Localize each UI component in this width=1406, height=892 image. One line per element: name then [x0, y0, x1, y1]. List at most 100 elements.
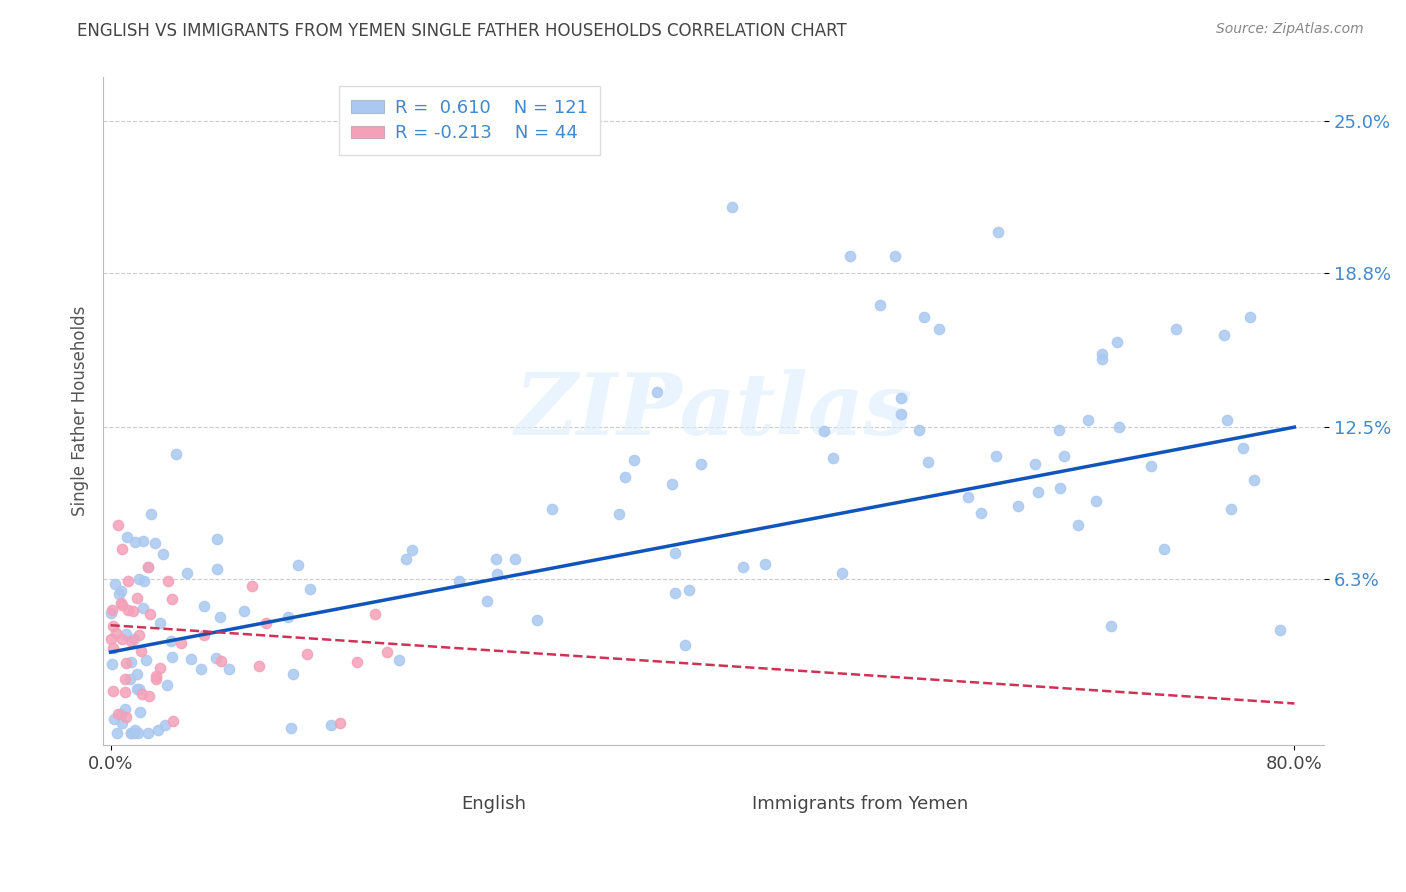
Point — [127, 667, 149, 681]
Point — [1268, 623, 1291, 637]
Point — [104, 626, 127, 640]
Point — [1232, 441, 1254, 455]
Point — [449, 574, 471, 589]
Point — [117, 530, 139, 544]
Point — [110, 583, 132, 598]
Point — [914, 310, 936, 324]
Point — [247, 659, 270, 673]
Point — [165, 447, 187, 461]
Point — [1213, 328, 1236, 343]
Point — [205, 562, 228, 576]
Point — [1049, 481, 1071, 495]
Point — [120, 655, 142, 669]
Point — [678, 583, 700, 598]
Text: Immigrants from Yemen: Immigrants from Yemen — [752, 795, 969, 814]
Point — [869, 298, 891, 312]
Point — [1047, 423, 1070, 437]
Point — [146, 723, 169, 737]
Point — [100, 657, 122, 672]
Text: ENGLISH VS IMMIGRANTS FROM YEMEN SINGLE FATHER HOUSEHOLDS CORRELATION CHART: ENGLISH VS IMMIGRANTS FROM YEMEN SINGLE … — [77, 22, 846, 40]
Point — [754, 558, 776, 572]
Point — [110, 597, 132, 611]
Point — [100, 606, 122, 620]
Point — [111, 632, 134, 647]
Point — [132, 574, 155, 588]
Point — [928, 322, 950, 336]
Point — [127, 591, 149, 606]
Point — [120, 726, 142, 740]
Point — [190, 662, 212, 676]
Point — [138, 689, 160, 703]
Point — [139, 607, 162, 622]
Point — [664, 586, 686, 600]
Point — [124, 534, 146, 549]
Point — [204, 651, 226, 665]
Point — [176, 566, 198, 580]
Point — [969, 506, 991, 520]
Point — [986, 449, 1008, 463]
Point — [1067, 518, 1090, 533]
Point — [159, 633, 181, 648]
Point — [120, 726, 142, 740]
Point — [124, 632, 146, 646]
Point — [103, 619, 125, 633]
Point — [831, 566, 853, 581]
Point — [103, 712, 125, 726]
Point — [155, 717, 177, 731]
Point — [321, 718, 343, 732]
Point — [1077, 413, 1099, 427]
Point — [1091, 351, 1114, 366]
Text: Source: ZipAtlas.com: Source: ZipAtlas.com — [1216, 22, 1364, 37]
Point — [287, 558, 309, 573]
Point — [1164, 322, 1187, 336]
Point — [157, 574, 180, 588]
Point — [1085, 493, 1108, 508]
Text: English: English — [461, 795, 526, 814]
Point — [1108, 419, 1130, 434]
Point — [149, 615, 172, 630]
Point — [128, 628, 150, 642]
Point — [136, 560, 159, 574]
Point — [607, 507, 630, 521]
Point — [1024, 457, 1046, 471]
Point — [1101, 619, 1123, 633]
Point — [117, 574, 139, 589]
Point — [162, 714, 184, 728]
Point — [156, 678, 179, 692]
Point — [1140, 458, 1163, 473]
Point — [120, 634, 142, 648]
Point — [298, 582, 321, 596]
Point — [149, 661, 172, 675]
Point — [647, 385, 669, 400]
Point — [1028, 485, 1050, 500]
Point — [364, 607, 387, 621]
Point — [114, 702, 136, 716]
Point — [821, 450, 844, 465]
Point — [131, 687, 153, 701]
Point — [346, 655, 368, 669]
Point — [485, 552, 508, 566]
Point — [1239, 310, 1261, 324]
Point — [329, 716, 352, 731]
Point — [623, 452, 645, 467]
Point — [673, 639, 696, 653]
Point — [661, 477, 683, 491]
Point — [143, 536, 166, 550]
Point — [254, 616, 277, 631]
Point — [485, 566, 508, 581]
Point — [375, 645, 398, 659]
Point — [1105, 334, 1128, 349]
Point — [277, 609, 299, 624]
Point — [503, 552, 526, 566]
Point — [104, 577, 127, 591]
Point — [105, 726, 128, 740]
Point — [721, 200, 744, 214]
Point — [115, 710, 138, 724]
Point — [890, 407, 912, 421]
Point — [908, 423, 931, 437]
Point — [107, 518, 129, 533]
Y-axis label: Single Father Households: Single Father Households — [72, 306, 89, 516]
Point — [193, 599, 215, 614]
Point — [152, 547, 174, 561]
Point — [115, 656, 138, 670]
